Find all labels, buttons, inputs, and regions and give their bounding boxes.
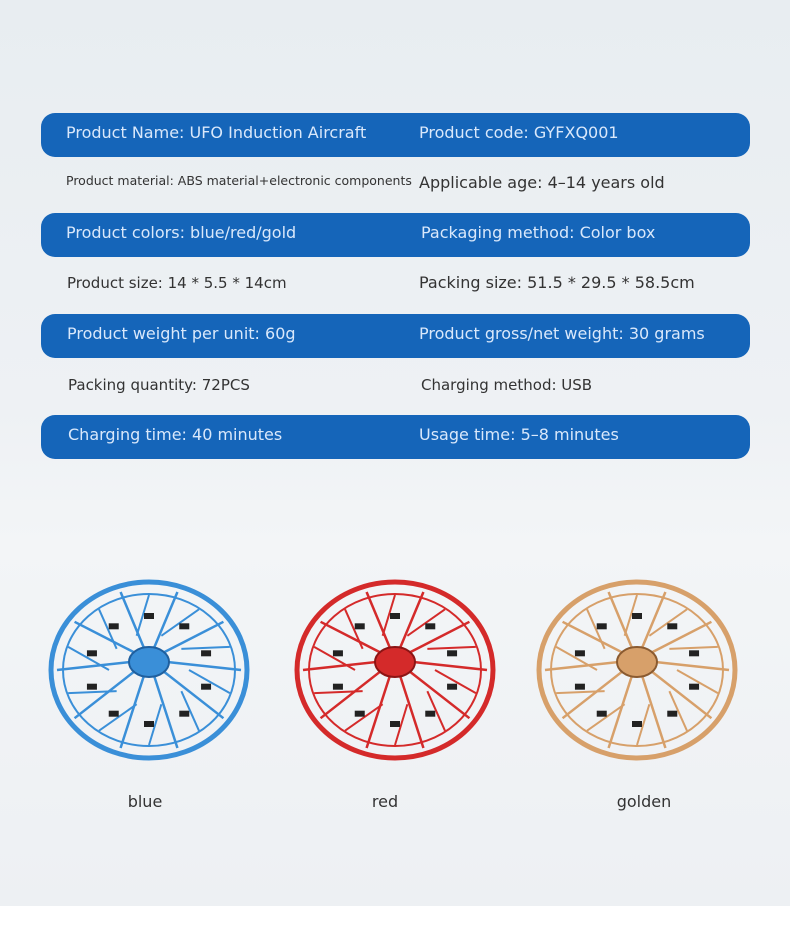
ufo-strut [135,594,150,637]
spec-quantity: Packing quantity: 72PCS [68,376,250,394]
ufo-propeller [179,623,190,630]
ufo-strut [556,690,605,695]
ufo-strut [148,703,163,746]
ufo-strut [668,690,688,732]
ufo-propeller [632,613,642,619]
spec-row: Packing quantity: 72PCS Charging method:… [41,365,750,409]
ufo-propeller [425,710,436,717]
ufo-propeller [354,623,365,630]
ufo-propeller [574,683,585,690]
ufo-propeller [86,683,97,690]
ufo-image-golden [536,579,738,761]
spec-packaging: Packaging method: Color box [421,223,656,242]
ufo-strut [555,645,598,671]
ufo-propeller [390,721,400,727]
spec-usage-time: Usage time: 5–8 minutes [419,425,619,444]
ufo-propeller [689,650,700,657]
ufo-propeller [689,683,700,690]
ufo-propeller [447,650,458,657]
ufo-hub [128,646,170,678]
ufo-strut [406,608,446,637]
spec-row: Product material: ABS material+electroni… [41,161,750,205]
spec-product-name: Product Name: UFO Induction Aircraft [66,123,367,142]
ufo-strut [181,645,230,650]
spec-product-code: Product code: GYFXQ001 [419,123,619,142]
ufo-propeller [447,683,458,690]
ufo-strut [427,645,476,650]
spec-packing-size: Packing size: 51.5 * 29.5 * 58.5cm [419,273,695,292]
ufo-rim [536,579,738,761]
ufo-propeller [86,650,97,657]
ufo-strut [636,703,651,746]
ufo-propeller [144,721,154,727]
ufo-hub [374,646,416,678]
ufo-strut [344,703,384,732]
ufo-propeller [667,710,678,717]
ufo-strut [67,645,110,671]
spec-row: Charging time: 40 minutes Usage time: 5–… [41,415,750,459]
ufo-propeller [354,710,365,717]
ufo-propeller [390,613,400,619]
variant-label-blue: blue [127,792,163,811]
ufo-propeller [108,710,119,717]
spec-row: Product Name: UFO Induction Aircraft Pro… [41,113,750,157]
spec-row: Product weight per unit: 60g Product gro… [41,314,750,358]
ufo-strut [98,703,138,732]
ufo-strut [648,608,688,637]
ufo-image-blue [48,579,250,761]
spec-charging-time: Charging time: 40 minutes [68,425,283,444]
ufo-propeller [201,683,212,690]
variant-label-golden: golden [616,792,672,811]
variant-label-red: red [371,792,399,811]
ufo-strut [586,703,626,732]
ufo-propeller [667,623,678,630]
ufo-propeller [332,683,343,690]
ufo-strut [98,608,118,650]
ufo-propeller [144,613,154,619]
ufo-propeller [108,623,119,630]
ufo-image-red [294,579,496,761]
ufo-rim [294,579,496,761]
ufo-strut [344,608,364,650]
ufo-strut [68,690,117,695]
spec-size: Product size: 14 * 5.5 * 14cm [67,274,287,292]
spec-colors: Product colors: blue/red/gold [66,223,297,242]
spec-charging-method: Charging method: USB [421,376,593,394]
spec-weight: Product weight per unit: 60g [67,324,296,343]
ufo-propeller [632,721,642,727]
ufo-propeller [179,710,190,717]
ufo-strut [180,690,200,732]
spec-row: Product colors: blue/red/gold Packaging … [41,213,750,257]
ufo-propeller [596,710,607,717]
ufo-propeller [596,623,607,630]
spec-gross-weight: Product gross/net weight: 30 grams [419,324,705,343]
ufo-strut [623,594,638,637]
ufo-strut [669,645,718,650]
ufo-strut [381,594,396,637]
ufo-strut [586,608,606,650]
spec-age: Applicable age: 4–14 years old [419,173,665,192]
ufo-strut [676,669,719,695]
ufo-strut [160,608,200,637]
ufo-propeller [332,650,343,657]
spec-material: Product material: ABS material+electroni… [66,173,412,188]
ufo-strut [188,669,231,695]
ufo-rim [48,579,250,761]
ufo-strut [313,645,356,671]
spec-row: Product size: 14 * 5.5 * 14cm Packing si… [41,263,750,307]
ufo-strut [314,690,363,695]
ufo-propeller [201,650,212,657]
ufo-strut [426,690,446,732]
ufo-propeller [425,623,436,630]
ufo-strut [434,669,477,695]
ufo-hub [616,646,658,678]
ufo-strut [394,703,409,746]
ufo-propeller [574,650,585,657]
